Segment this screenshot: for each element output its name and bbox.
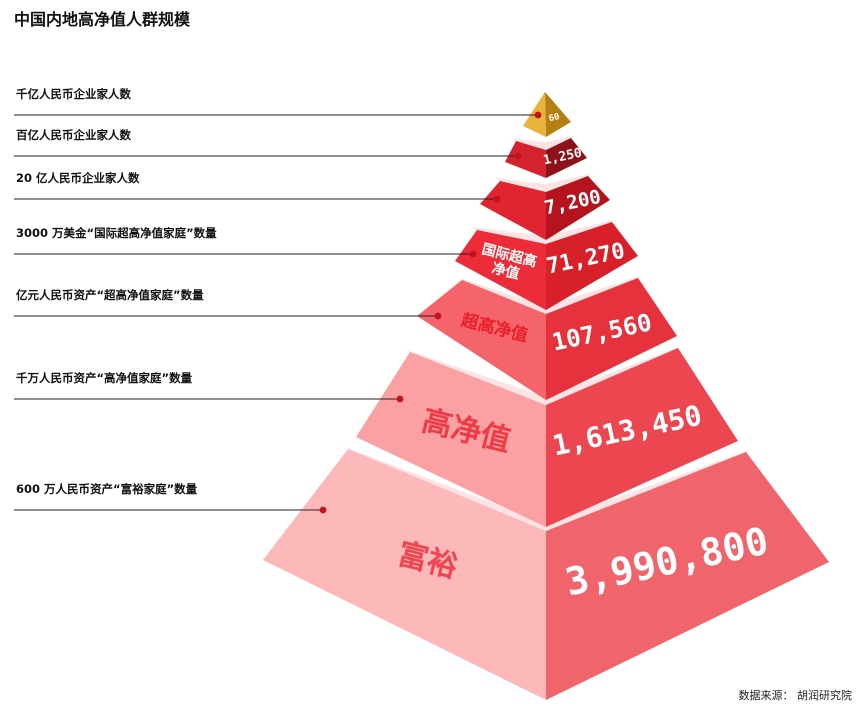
tier-label: 千亿人民币企业家人数 xyxy=(16,87,131,101)
tier-annotation: 3000 万美金“国际超高净值家庭”数量 xyxy=(14,226,477,258)
pyramid-tier: 1,250 xyxy=(505,135,587,178)
tier-annotation: 20 亿人民币企业家人数 xyxy=(14,171,501,203)
tier-side-face xyxy=(546,176,610,240)
source-note: 数据来源： 胡润研究院 xyxy=(738,689,853,702)
tier-side-face xyxy=(546,222,638,310)
tier-annotation: 亿元人民币资产“超高净值家庭”数量 xyxy=(14,288,442,320)
tier-side-face xyxy=(546,348,738,527)
pyramid-tier: 60 xyxy=(523,92,571,137)
page-title: 中国内地高净值人群规模 xyxy=(14,10,191,29)
tier-label: 百亿人民币企业家人数 xyxy=(16,128,131,142)
tier-side-face xyxy=(546,278,677,400)
tier-separator xyxy=(510,135,577,150)
tier-front-face xyxy=(505,141,546,178)
leader-dot xyxy=(534,111,542,119)
leader-dot xyxy=(469,250,477,258)
tier-label: 600 万人民币资产“富裕家庭”数量 xyxy=(16,482,198,496)
leader-dot xyxy=(319,506,327,514)
leader-dot xyxy=(434,312,442,320)
tier-label: 3000 万美金“国际超高净值家庭”数量 xyxy=(16,226,217,240)
leader-dot xyxy=(396,395,404,403)
tier-value: 60 xyxy=(548,112,561,124)
tier-label: 千万人民币资产“高净值家庭”数量 xyxy=(16,371,193,385)
tier-front-face xyxy=(356,352,546,527)
tier-separator xyxy=(494,173,594,192)
tier-annotation: 千亿人民币企业家人数 xyxy=(14,87,542,119)
tier-side-face xyxy=(545,92,571,137)
tier-label: 20 亿人民币企业家人数 xyxy=(16,171,140,185)
tier-front-face xyxy=(263,449,546,700)
leader-dot xyxy=(514,152,522,160)
tier-label: 亿元人民币资产“超高净值家庭”数量 xyxy=(16,288,204,302)
tier-front-face xyxy=(455,230,546,310)
tier-side-face xyxy=(546,452,829,700)
tier-front-face xyxy=(417,280,546,400)
tier-annotation: 600 万人民币资产“富裕家庭”数量 xyxy=(14,482,327,514)
tier-annotation: 百亿人民币企业家人数 xyxy=(14,128,522,160)
tier-annotation: 千万人民币资产“高净值家庭”数量 xyxy=(14,371,404,403)
tier-side-face xyxy=(546,138,587,178)
leader-dot xyxy=(493,195,501,203)
